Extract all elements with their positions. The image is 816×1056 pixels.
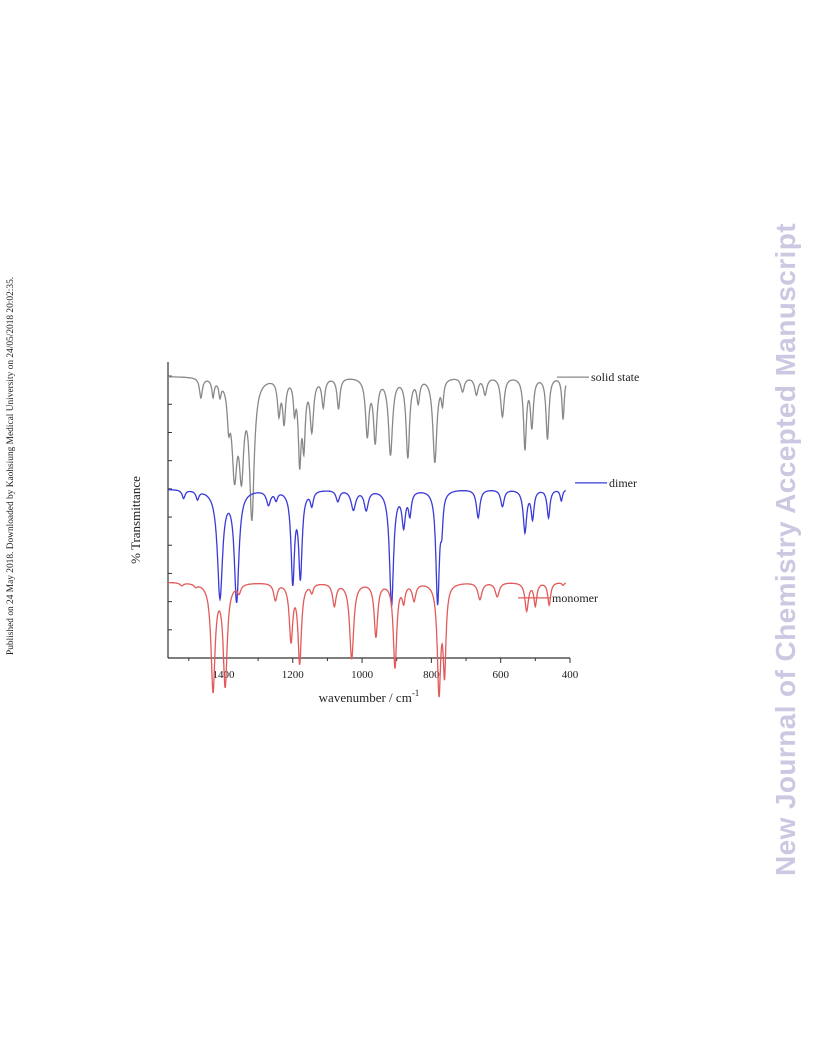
x-tick-label: 1200 (282, 669, 305, 681)
publication-note-text: Published on 24 May 2018. Downloaded by … (6, 276, 16, 655)
accepted-manuscript-watermark: New Journal of Chemistry Accepted Manusc… (770, 180, 806, 876)
legend-label: monomer (552, 591, 598, 605)
series-line-solid-state (168, 376, 567, 521)
x-tick-label: 400 (562, 669, 579, 681)
x-axis-title: wavenumber / cm-1 (319, 688, 420, 705)
y-axis-title: % Transmittance (128, 476, 143, 564)
legend-label: dimer (609, 476, 637, 490)
x-tick-label: 800 (423, 669, 440, 681)
legend-label: solid state (591, 370, 639, 384)
x-tick-label: 600 (492, 669, 509, 681)
watermark-text: New Journal of Chemistry Accepted Manusc… (770, 223, 801, 876)
publication-note: Published on 24 May 2018. Downloaded by … (6, 215, 18, 655)
series-line-monomer (168, 581, 567, 698)
x-tick-label: 1000 (351, 669, 374, 681)
series-line-dimer (167, 488, 567, 607)
